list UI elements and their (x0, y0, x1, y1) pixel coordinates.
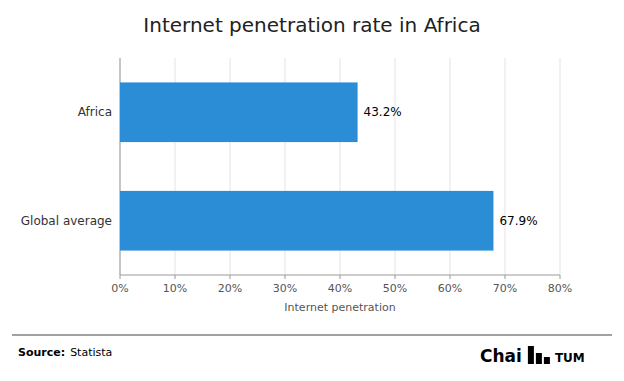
bars (120, 82, 493, 250)
tick-mark (230, 275, 231, 279)
tick-mark (505, 275, 506, 279)
category-label: Africa (78, 105, 112, 119)
tick-label: 20% (218, 282, 242, 295)
tick-label: 50% (383, 282, 407, 295)
logo-text: TUM (555, 351, 585, 365)
tick-mark (340, 275, 341, 279)
tick-mark (395, 275, 396, 279)
logo-icon (528, 346, 550, 364)
category-label: Global average (21, 214, 112, 228)
x-axis-label: Internet penetration (284, 301, 395, 314)
tick-mark (285, 275, 286, 279)
bar (120, 191, 493, 251)
tick-label: 40% (328, 282, 352, 295)
source-text: Statista (70, 346, 112, 359)
tick-mark (175, 275, 176, 279)
tick-label: 80% (548, 282, 572, 295)
title: Internet penetration rate in Africa (143, 13, 480, 37)
chart: Internet penetration rate in Africa 0% 10%… (0, 0, 624, 381)
grid-line (560, 58, 561, 275)
bar (120, 82, 358, 142)
tick-label: 60% (438, 282, 462, 295)
tick-label: 0% (111, 282, 128, 295)
separator (12, 334, 612, 335)
grid (120, 58, 560, 275)
data-label: 43.2% (364, 105, 402, 119)
x-axis-line (120, 275, 560, 276)
tick-label: 10% (163, 282, 187, 295)
logo-text: Chai (480, 346, 522, 366)
tick-label: 30% (273, 282, 297, 295)
source-label: Source: (18, 346, 65, 359)
tick-mark (120, 275, 121, 279)
tick-label: 70% (493, 282, 517, 295)
grid-line (505, 58, 506, 275)
data-label: 67.9% (499, 214, 537, 228)
tick-mark (450, 275, 451, 279)
tick-mark (560, 275, 561, 279)
